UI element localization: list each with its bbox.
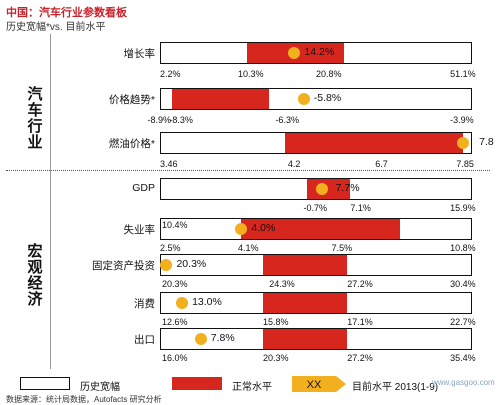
current-level-dot-6 xyxy=(175,297,188,309)
legend-historical-label: 历史宽幅 xyxy=(80,382,120,393)
tick-label-4-4: 10.8% xyxy=(450,243,476,253)
tick-label-7-1: 20.3% xyxy=(262,353,289,363)
current-level-dot-7 xyxy=(194,333,207,345)
tick-label-5-1: 24.3% xyxy=(269,279,295,289)
tick-label-1-2: -6.3% xyxy=(275,115,299,125)
chart-subtitle: 历史宽幅*vs. 目前水平 xyxy=(6,22,106,33)
section-divider-vertical xyxy=(50,34,51,369)
section-label-auto: 汽车行业 xyxy=(25,85,43,150)
tick-label-0-1: 10.3% xyxy=(238,69,264,79)
row-label-0: 增长率 xyxy=(123,48,156,60)
tick-label-2-1: 4.2 xyxy=(287,159,301,169)
tick-label-3-2: 15.9% xyxy=(450,203,476,213)
tick-label-7-0: 16.0% xyxy=(162,353,188,363)
row-label-4: 失业率 xyxy=(123,224,156,236)
normal-range-bar-7 xyxy=(262,329,348,349)
tick-label-1-0: -8.9% xyxy=(147,115,172,125)
tick-label-4-1: 2.5% xyxy=(160,243,181,253)
current-level-dot-5 xyxy=(160,259,173,271)
row-label-6: 消费 xyxy=(134,298,155,310)
tick-label-4-0: 10.4% xyxy=(162,220,188,230)
tick-label-0-0: 2.2% xyxy=(160,69,181,79)
tick-label-1-1: -8.3% xyxy=(169,115,193,125)
legend-historical-swatch xyxy=(20,377,70,390)
current-value-label-4: 4.0% xyxy=(251,222,276,234)
tick-label-3-1: 7.1% xyxy=(350,203,371,213)
watermark-logo: www.gasgoo.com xyxy=(432,378,495,387)
row-label-2: 燃油价格* xyxy=(108,138,155,150)
tick-label-2-2: 6.7 xyxy=(375,159,388,169)
row-label-3: GDP xyxy=(132,182,155,194)
tick-label-4-3: 7.5% xyxy=(331,243,353,253)
current-value-label-1: -5.8% xyxy=(313,92,342,104)
normal-range-bar-6 xyxy=(262,293,348,313)
tick-label-6-0: 12.6% xyxy=(162,317,188,327)
tick-label-5-3: 30.4% xyxy=(450,279,476,289)
current-value-label-3: 7.7% xyxy=(335,182,360,194)
current-level-dot-2 xyxy=(456,137,469,149)
legend-normal-swatch xyxy=(172,377,222,390)
section-divider-horizontal xyxy=(6,170,490,171)
normal-range-bar-4 xyxy=(241,219,401,239)
legend-current-arrow: XX xyxy=(292,376,346,392)
tick-label-7-2: 27.2% xyxy=(347,353,373,363)
tick-label-5-2: 27.2% xyxy=(347,279,373,289)
tick-label-4-2: 4.1% xyxy=(238,243,259,253)
row-label-5: 固定资产投资 xyxy=(92,260,155,272)
current-level-dot-0 xyxy=(288,47,301,59)
chart-title: 中国：汽车行业参数看板 xyxy=(6,7,127,19)
tick-label-6-1: 15.8% xyxy=(262,317,289,327)
legend-current-label: 目前水平 2013(1-9) xyxy=(352,382,439,393)
tick-label-3-0: -0.7% xyxy=(303,203,328,213)
tick-label-2-3: 7.85 xyxy=(456,159,474,169)
source-note: 数据来源：统计局数据，Autofacts 研究分析 xyxy=(6,395,162,404)
tick-label-6-3: 22.7% xyxy=(450,317,476,327)
tick-label-1-3: -3.9% xyxy=(450,115,474,125)
current-level-dot-4 xyxy=(235,223,248,235)
normal-range-bar-1 xyxy=(172,89,270,109)
tick-label-6-2: 17.1% xyxy=(347,317,373,327)
legend-current-marker: XX xyxy=(307,379,322,391)
row-label-1: 价格趋势* xyxy=(108,94,155,106)
current-value-label-0: 14.2% xyxy=(304,46,335,58)
normal-range-bar-5 xyxy=(262,255,348,275)
current-value-label-6: 13.0% xyxy=(192,296,222,308)
section-label-macro: 宏观经济 xyxy=(25,243,43,307)
legend-normal-label: 正常水平 xyxy=(232,382,272,393)
normal-range-bar-2 xyxy=(284,133,463,153)
current-level-dot-3 xyxy=(316,183,329,195)
row-label-7: 出口 xyxy=(134,334,155,346)
current-level-dot-1 xyxy=(297,93,310,105)
current-value-label-2: 7.8 xyxy=(479,136,494,148)
tick-label-0-3: 51.1% xyxy=(450,69,476,79)
current-value-label-7: 7.8% xyxy=(210,332,235,344)
tick-label-5-0: 20.3% xyxy=(162,279,188,289)
current-value-label-5: 20.3% xyxy=(176,258,207,270)
tick-label-0-2: 20.8% xyxy=(316,69,342,79)
tick-label-2-0: 3.46 xyxy=(160,159,178,169)
tick-label-7-3: 35.4% xyxy=(450,353,476,363)
